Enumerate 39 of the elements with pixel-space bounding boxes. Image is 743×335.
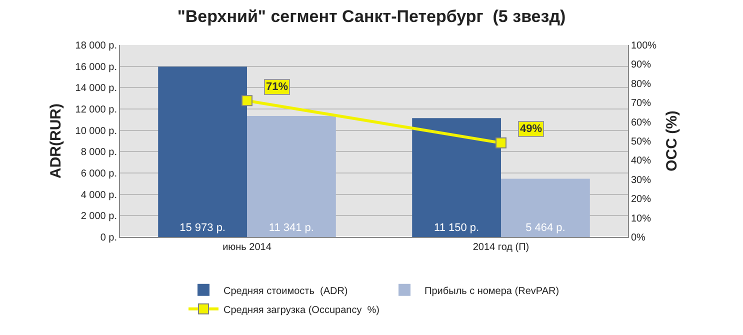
y-axis-title: ADR(RUR) [48,104,65,178]
y2-tick-label: 0% [631,232,646,244]
y2-tick-label: 40% [631,156,652,167]
y-tick-label: 18 000 р. [75,40,117,52]
data-label: 11 341 р. [268,222,314,234]
x-tick-label: июнь 2014 [222,242,272,253]
y2-tick-label: 80% [631,78,652,90]
y-tick-label: 4 000 р. [80,190,117,201]
y-tick-label: 6 000 р. [80,168,117,180]
y2-tick-label: 20% [631,194,652,206]
x-tick-label: 2014 год (П) [472,242,530,253]
y-tick-label: 8 000 р. [80,147,117,158]
bar [247,116,336,237]
chart-title: "Верхний" сегмент Санкт-Петербург (5 звезд) [177,6,566,26]
bar [501,178,590,237]
data-label: 49% [520,123,542,135]
y-tick-label: 12 000 р. [75,104,117,116]
data-label: 15 973 р. [180,222,226,234]
y2-tick-label: 30% [631,174,652,186]
legend-label: Прибыль с номера (RevPAR) [424,286,560,297]
legend-label: Средняя стоимость (ADR) [224,286,348,297]
bar [412,118,501,237]
y-tick-label: 0 р. [100,232,117,244]
y2-tick-label: 100% [631,40,657,52]
y2-tick-label: 60% [631,117,652,128]
data-label: 71% [266,81,288,93]
y-tick-label: 14 000 р. [75,83,117,94]
y-tick-label: 2 000 р. [80,211,117,222]
y2-tick-label: 90% [631,60,652,71]
y2-tick-label: 70% [631,98,652,110]
y-tick-label: 10 000 р. [75,126,117,137]
bar [158,66,247,237]
data-label: 11 150 р. [434,222,480,234]
y2-tick-label: 50% [631,136,652,148]
legend-label: Средняя загрузка (Occupancy %) [224,304,380,316]
data-label: 5 464 р. [526,222,566,234]
y-tick-label: 16 000 р. [75,62,117,73]
y2-tick-label: 10% [631,213,652,224]
y2-axis-title: OCC (%) [664,110,681,172]
